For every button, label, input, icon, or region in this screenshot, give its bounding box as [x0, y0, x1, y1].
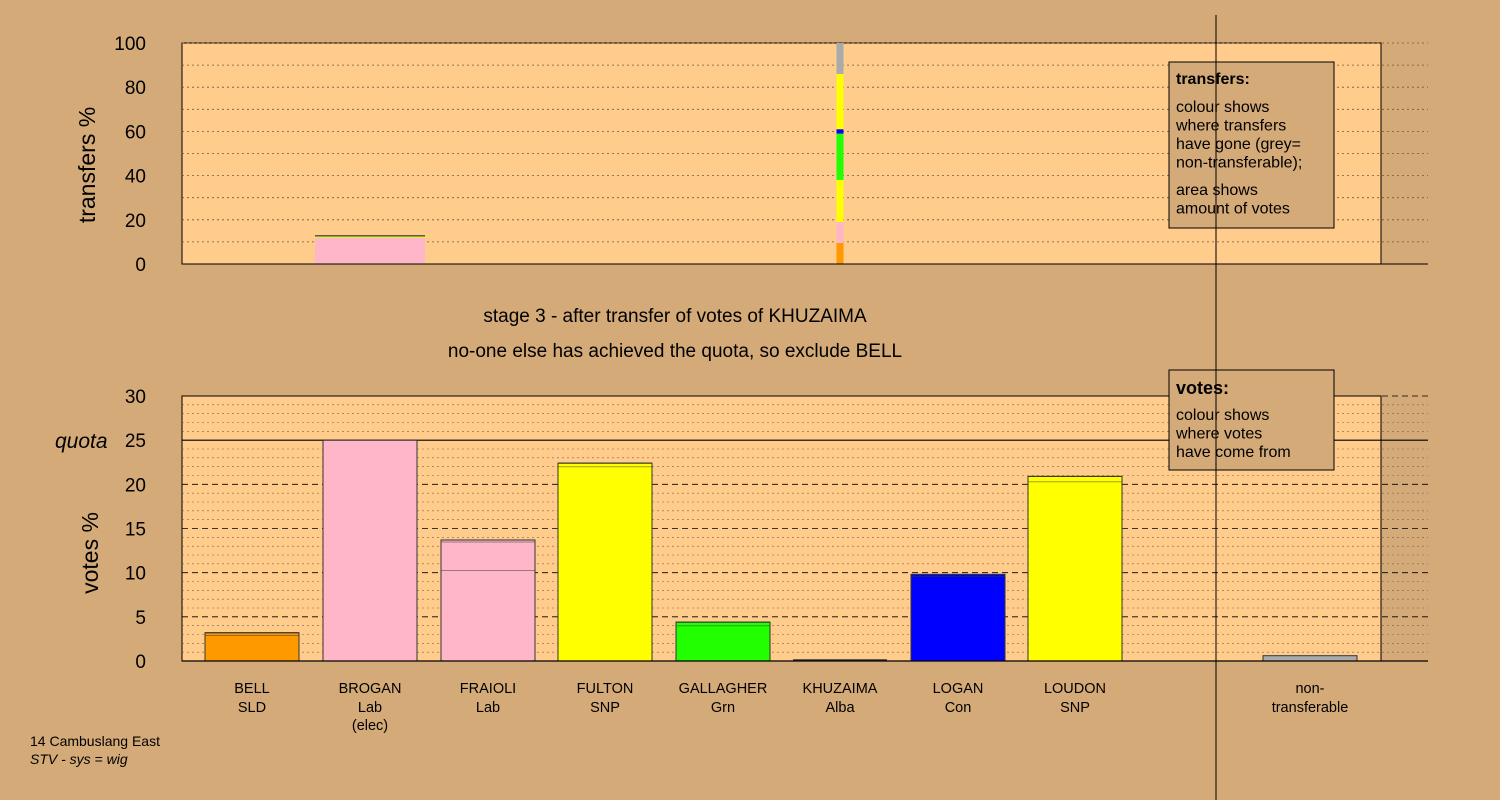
candidate-status-label: (elec): [352, 718, 388, 734]
candidate-party-label: SNP: [590, 700, 620, 716]
ward-label: 14 Cambuslang East: [30, 733, 160, 749]
transfers-legend-line: have gone (grey=: [1176, 136, 1301, 153]
candidate-party-label: Con: [945, 700, 972, 716]
transfers-panel: 0 20 40 60 80 100 transfers: colour shows where …: [114, 34, 1428, 276]
transfer-segment: [836, 129, 844, 134]
transfer-segment: [836, 222, 844, 244]
votes-tick-label: 25: [125, 431, 146, 452]
votes-tick-label: 15: [125, 520, 146, 541]
transfers-legend-line: amount of votes: [1176, 201, 1290, 218]
transfer-segment: [836, 73, 844, 130]
candidate-name-label: FULTON: [577, 681, 634, 697]
votes-panel: 0 5 10 15 20 25 30 quota BELL SLD BROGAN Lab (elec) F…: [55, 369, 1428, 734]
non-transferable-bar: [1262, 655, 1358, 662]
candidate-party-label: Grn: [711, 700, 735, 716]
transfer-segment: [315, 236, 425, 238]
transfers-axis-label: transfers %: [74, 107, 100, 223]
votes-legend-line: have come from: [1176, 444, 1291, 461]
candidate-name-label: BELL: [234, 681, 269, 697]
system-label: STV - sys = wig: [30, 751, 128, 767]
transfers-legend: transfers: colour shows where transfershav…: [1168, 61, 1335, 229]
vote-bar-segment: [205, 632, 299, 636]
candidate-party-label: Alba: [825, 700, 855, 716]
transfer-segment: [315, 237, 425, 264]
transfers-legend-box: [1168, 61, 1335, 229]
transfer-segment: [836, 243, 844, 264]
vote-bar-segment: [441, 539, 535, 542]
transfers-tick-label: 60: [125, 122, 146, 143]
transfers-legend-title: transfers:: [1176, 71, 1250, 88]
vote-bar-segment: [558, 463, 652, 467]
votes-tick-label: 5: [135, 608, 146, 629]
non-transferable-label: non-: [1295, 681, 1324, 697]
vote-bar-segment: [323, 440, 417, 661]
vote-bar-segment: [676, 622, 770, 626]
votes-legend-line: where votes: [1175, 426, 1262, 443]
votes-legend-line: colour shows: [1176, 407, 1269, 424]
vote-bar-segment: [676, 625, 770, 661]
transfers-tick-label: 40: [125, 167, 146, 188]
stage-subtitle: no-one else has achieved the quota, so e…: [448, 341, 902, 362]
transfers-legend-line: area shows: [1176, 182, 1258, 199]
vote-bar-segment: [441, 541, 535, 571]
transfers-tick-label: 80: [125, 78, 146, 99]
votes-tick-label: 0: [135, 652, 146, 673]
votes-axis-label: votes %: [77, 512, 103, 594]
vote-bar-segment: [1028, 476, 1122, 482]
stage-title: stage 3 - after transfer of votes of KHU…: [483, 306, 867, 327]
transfer-segment: [315, 236, 425, 237]
transfers-tick-label: 100: [114, 34, 146, 55]
votes-legend-title: votes:: [1176, 378, 1229, 398]
candidate-name-label: KHUZAIMA: [803, 681, 878, 697]
vote-bar-segment: [558, 466, 652, 661]
candidate-party-label: SLD: [238, 700, 266, 716]
candidate-name-label: BROGAN: [339, 681, 402, 697]
vote-bar-segment: [1028, 481, 1122, 661]
candidate-party-label: SNP: [1060, 700, 1090, 716]
vote-bar-segment: [441, 570, 535, 661]
transfers-tick-label: 20: [125, 211, 146, 232]
non-transferable-label: transferable: [1272, 700, 1349, 716]
quota-label: quota: [55, 430, 108, 453]
candidate-name-label: LOGAN: [933, 681, 984, 697]
transfers-legend-line: where transfers: [1175, 118, 1286, 135]
vote-bar-segment: [205, 635, 299, 661]
candidate-name-label: LOUDON: [1044, 681, 1106, 697]
candidate-name-label: GALLAGHER: [679, 681, 768, 697]
transfers-tick-label: 0: [135, 255, 146, 276]
transfer-segment: [836, 43, 844, 74]
candidate-party-label: Lab: [476, 700, 500, 716]
vote-bar-segment: [911, 576, 1005, 661]
candidate-name-label: FRAIOLI: [460, 681, 516, 697]
vote-bar-segment: [911, 574, 1005, 577]
candidate-party-label: Lab: [358, 700, 382, 716]
transfer-segment: [836, 180, 844, 223]
transfer-segment: [836, 133, 844, 181]
transfers-legend-line: non-transferable);: [1176, 155, 1302, 172]
votes-tick-label: 20: [125, 475, 146, 496]
transfers-legend-line: colour shows: [1176, 99, 1269, 116]
votes-legend-box: [1168, 369, 1335, 471]
votes-tick-label: 30: [125, 387, 146, 408]
votes-tick-label: 10: [125, 564, 146, 585]
